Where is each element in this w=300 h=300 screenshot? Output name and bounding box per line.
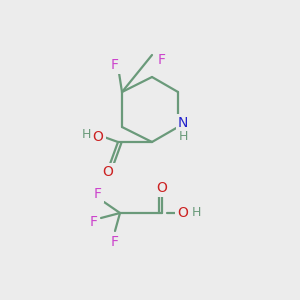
Text: F: F — [111, 235, 119, 249]
Text: H: H — [81, 128, 91, 142]
Text: O: O — [103, 165, 113, 179]
Text: F: F — [94, 187, 102, 201]
Text: F: F — [90, 215, 98, 229]
Text: O: O — [93, 130, 104, 144]
Text: F: F — [111, 58, 119, 72]
Text: F: F — [158, 53, 166, 67]
Text: O: O — [178, 206, 188, 220]
Text: H: H — [191, 206, 201, 220]
Text: H: H — [178, 130, 188, 142]
Text: O: O — [157, 181, 167, 195]
Text: N: N — [178, 116, 188, 130]
